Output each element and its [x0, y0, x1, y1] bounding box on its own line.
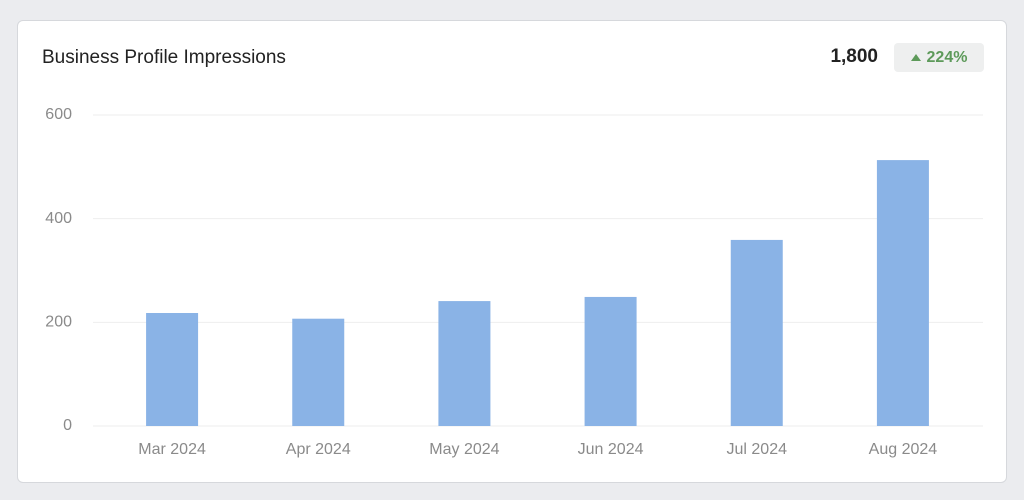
bar — [584, 296, 637, 426]
chart: 0 200 400 600 Mar 2024 Apr 2024 May 2024 Jun 20… — [45, 106, 983, 458]
chart-title: Business Profile Impressions — [42, 47, 286, 68]
x-tick-label: Apr 2024 — [286, 441, 351, 458]
y-tick-label: 0 — [63, 417, 72, 434]
y-tick-label: 600 — [45, 106, 72, 123]
bar — [876, 160, 929, 426]
x-tick-label: Jun 2024 — [578, 441, 644, 458]
x-tick-label: Aug 2024 — [869, 441, 938, 458]
change-value: 224% — [926, 48, 968, 66]
up-arrow-icon — [910, 54, 921, 61]
y-tick-label: 400 — [45, 210, 72, 227]
y-tick-label: 200 — [45, 314, 72, 331]
bar — [292, 318, 345, 426]
bar — [438, 301, 491, 426]
bar — [730, 239, 783, 426]
x-tick-label: May 2024 — [429, 441, 499, 458]
chart-card: Business Profile Impressions 1,800 224% … — [17, 20, 1007, 483]
bar — [146, 313, 199, 426]
change-badge: 224% — [894, 43, 984, 72]
x-tick-label: Mar 2024 — [138, 441, 206, 458]
x-tick-label: Jul 2024 — [727, 441, 788, 458]
total-value: 1,800 — [830, 46, 878, 67]
